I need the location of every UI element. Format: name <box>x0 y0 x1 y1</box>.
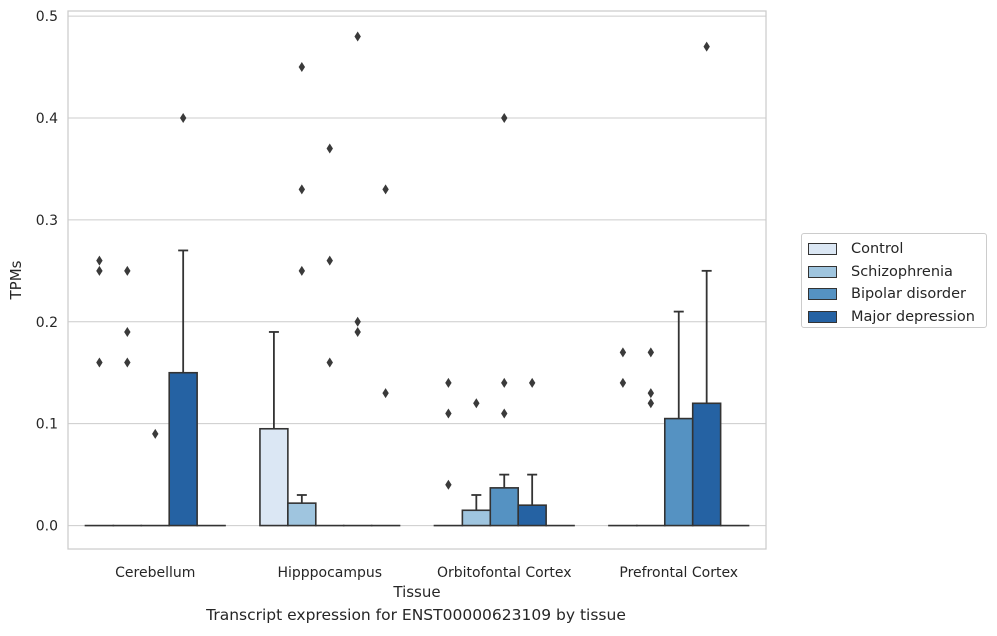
bars <box>84 371 750 527</box>
outlier-point <box>152 428 159 439</box>
outlier-point <box>445 479 452 490</box>
legend-item: Major depression <box>808 306 980 329</box>
outlier-point <box>96 357 103 368</box>
outlier-point <box>501 408 508 419</box>
bar <box>168 371 198 527</box>
legend-label: Major depression <box>851 308 975 325</box>
bar <box>259 427 289 527</box>
y-tick-label: 0.5 <box>36 9 58 25</box>
outlier-point <box>96 255 103 266</box>
outlier-point <box>445 408 452 419</box>
outlier-point <box>96 265 103 276</box>
outlier-point <box>382 184 389 195</box>
outlier-point <box>124 357 131 368</box>
legend-label: Bipolar disorder <box>851 286 966 303</box>
outlier-point <box>473 398 480 409</box>
outlier-point <box>298 184 306 195</box>
outlier-point <box>326 143 333 154</box>
legend: Control Schizophrenia Bipolar disorder Majo… <box>801 233 987 328</box>
outlier-point <box>647 388 655 399</box>
outlier-point <box>619 347 627 358</box>
bar <box>489 487 520 527</box>
x-tick-label: Orbitofontal Cortex <box>437 565 572 581</box>
x-tick-label: Prefrontal Cortex <box>619 565 738 581</box>
legend-swatch <box>808 265 837 278</box>
y-tick-label: 0.3 <box>36 213 58 229</box>
outlier-point <box>501 112 508 123</box>
chart-caption: Transcript expression for ENST0000062310… <box>206 606 626 624</box>
outlier-point <box>179 112 187 123</box>
outlier-point <box>124 326 131 337</box>
outlier-point <box>354 326 361 337</box>
outlier-point <box>298 62 306 73</box>
bar <box>461 509 492 527</box>
legend-item: Control <box>808 238 980 261</box>
y-tick-label: 0.4 <box>36 111 58 127</box>
y-tick-label: 0.2 <box>36 315 58 331</box>
outlier-point <box>326 255 333 266</box>
x-axis-label: Tissue <box>392 583 440 601</box>
outlier-point <box>354 31 361 42</box>
bar <box>663 417 694 527</box>
outlier-point <box>354 316 361 327</box>
error-bars <box>178 249 712 511</box>
outlier-point <box>445 377 452 388</box>
outlier-point <box>298 265 306 276</box>
y-axis-label: TPMs <box>7 260 25 300</box>
legend-item: Schizophrenia <box>808 261 980 284</box>
outlier-points <box>96 31 710 490</box>
outlier-point <box>124 265 131 276</box>
outlier-point <box>528 377 536 388</box>
outlier-point <box>326 357 333 368</box>
outlier-point <box>619 377 627 388</box>
legend-swatch <box>808 288 837 301</box>
legend-item: Bipolar disorder <box>808 283 980 306</box>
x-tick-label: Cerebellum <box>115 565 195 581</box>
bar <box>517 504 547 527</box>
x-tick-label: Hipppocampus <box>277 565 382 581</box>
legend-label: Control <box>851 241 904 258</box>
outlier-point <box>501 377 508 388</box>
y-tick-label: 0.0 <box>36 519 58 535</box>
y-tick-label: 0.1 <box>36 417 58 433</box>
bar <box>287 502 317 527</box>
legend-swatch <box>808 243 837 256</box>
y-tick-labels: 0.0 0.1 0.2 0.3 0.4 0.5 <box>36 9 58 534</box>
outlier-point <box>647 347 655 358</box>
bar <box>691 402 722 527</box>
legend-swatch <box>808 310 837 323</box>
legend-label: Schizophrenia <box>851 263 953 280</box>
x-tick-labels: Cerebellum Hipppocampus Orbitofontal Corte… <box>115 565 738 581</box>
outlier-point <box>382 388 389 399</box>
outlier-point <box>703 41 710 52</box>
outlier-point <box>647 398 655 409</box>
